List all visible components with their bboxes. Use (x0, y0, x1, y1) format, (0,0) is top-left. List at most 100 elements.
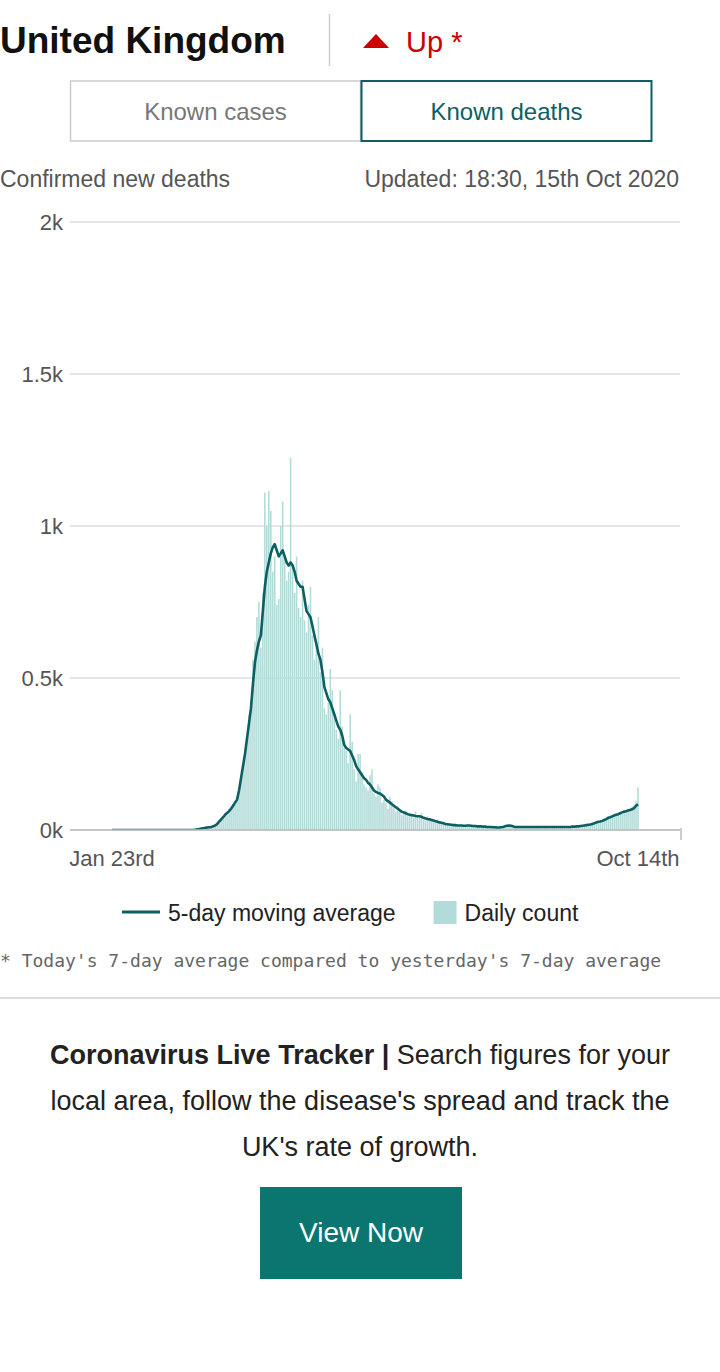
bar (268, 491, 270, 830)
bar (375, 797, 377, 830)
legend-swatch (122, 911, 160, 914)
separator (0, 997, 720, 999)
bar (605, 820, 607, 830)
bar (615, 816, 617, 830)
annotation: Updated: 18:30, 15th Oct 2020 (364, 166, 679, 192)
y-tick-label: 1.5k (21, 362, 64, 387)
title: United Kingdom (0, 20, 286, 61)
bar (328, 702, 330, 830)
bar (441, 824, 443, 830)
legend-swatch (434, 901, 457, 924)
bar (625, 812, 627, 830)
axis-end (680, 828, 682, 840)
bar (298, 608, 300, 830)
x-tick-label: Jan 23rd (69, 846, 155, 871)
tab[interactable] (71, 81, 361, 141)
grid-line (70, 677, 680, 679)
view-button[interactable]: View Now (260, 1187, 462, 1279)
bar (425, 821, 427, 830)
x-tick-label: Oct 14th (596, 846, 679, 871)
bar (609, 818, 611, 830)
bar (296, 556, 298, 830)
bar (343, 748, 345, 830)
bar (445, 825, 447, 830)
grid-line (70, 373, 680, 375)
bar (276, 605, 278, 830)
bar (355, 781, 357, 830)
bar (230, 810, 232, 830)
bar (339, 690, 341, 830)
bar (401, 815, 403, 830)
line (112, 544, 638, 830)
bar (286, 581, 288, 830)
bar (274, 556, 276, 830)
bar (290, 458, 292, 830)
plot-area (112, 458, 639, 830)
bar (302, 581, 304, 830)
bar (411, 815, 413, 830)
bar (349, 714, 351, 830)
bar (357, 754, 359, 830)
bar (280, 526, 282, 830)
bar (264, 493, 266, 830)
bar (353, 769, 355, 830)
bar (272, 572, 274, 830)
tab[interactable] (362, 81, 652, 141)
legend-label: Daily count (465, 900, 579, 926)
y-tick-label: 1k (40, 514, 64, 539)
tab-label[interactable]: Known deaths (430, 98, 582, 125)
bar (278, 599, 280, 830)
bar (431, 821, 433, 830)
bar (316, 642, 318, 830)
bar (629, 811, 631, 830)
bar (314, 660, 316, 830)
bar (320, 672, 322, 830)
y-tick-label: 0k (40, 818, 64, 843)
bar (419, 818, 421, 830)
x-axis (70, 829, 680, 831)
bar (598, 822, 600, 830)
bar (330, 669, 332, 830)
bar (246, 742, 248, 830)
bar (334, 718, 336, 830)
bar (304, 620, 306, 830)
divider (329, 14, 331, 66)
bar (413, 818, 415, 830)
bar (387, 809, 389, 830)
promo: Coronavirus Live Tracker | Search figure… (20, 1032, 700, 1170)
bar (633, 809, 635, 830)
grid-line (70, 829, 680, 831)
bar (393, 807, 395, 830)
page-canvas: United Kingdom Up * Known cases Known death… (0, 0, 720, 1372)
bar (403, 812, 405, 830)
bar (361, 772, 363, 830)
bar (363, 784, 365, 830)
subtitle: Confirmed new deaths (0, 166, 230, 192)
up-icon (363, 34, 389, 48)
bar (621, 814, 623, 830)
bar (637, 787, 639, 830)
grid-line (70, 221, 680, 223)
bar (312, 635, 314, 830)
bar (373, 794, 375, 830)
y-tick-label: 2k (40, 210, 64, 235)
bar (288, 572, 290, 830)
legend-label: 5-day moving average (168, 900, 396, 926)
bar (324, 708, 326, 830)
y-tick-label: 0.5k (21, 666, 64, 691)
bar (308, 605, 310, 830)
footnote: * Today's 7-day average compared to yest… (0, 950, 661, 971)
bar (337, 739, 339, 830)
bar (385, 803, 387, 830)
tab-label[interactable]: Known cases (144, 98, 287, 125)
bar (284, 556, 286, 830)
promo-title: Coronavirus Live Tracker | (50, 1040, 389, 1070)
bar (433, 821, 435, 830)
bar (423, 819, 425, 830)
bar (417, 816, 419, 830)
bar (326, 714, 328, 830)
bar (359, 754, 361, 830)
bar (435, 822, 437, 830)
bar (294, 593, 296, 830)
status: Up * (406, 26, 462, 58)
